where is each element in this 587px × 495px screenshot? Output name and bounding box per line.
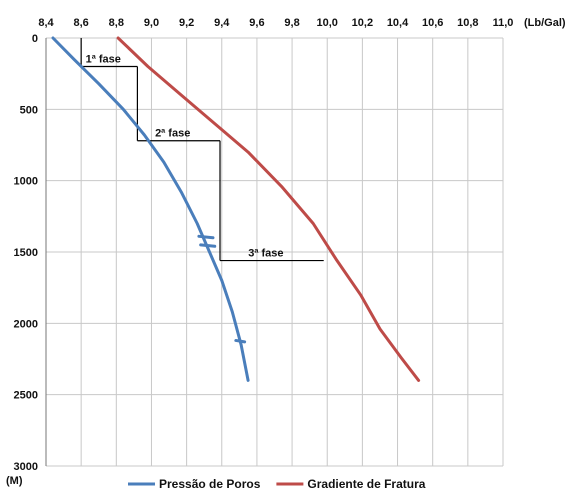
casing-phases: 1ª fase 2ª fase 3ª fase	[80, 38, 324, 262]
phase-1-label: 1ª fase	[86, 54, 121, 66]
y-tick-label: 2000	[14, 318, 38, 330]
y-tick-label: 500	[20, 104, 38, 116]
x-tick-label: 10,0	[317, 17, 338, 29]
x-tick-label: 10,2	[352, 17, 373, 29]
phase-3-label: 3ª fase	[248, 248, 283, 260]
x-tick-label: 9,0	[144, 17, 159, 29]
x-tick-label: 9,2	[179, 17, 194, 29]
x-tick-label: 9,4	[214, 17, 230, 29]
x-tick-label: 10,6	[422, 17, 443, 29]
series-lines	[51, 36, 421, 382]
x-tick-label: 10,8	[457, 17, 478, 29]
series-1-tick-mark	[234, 338, 247, 344]
x-tick-label: 10,4	[387, 17, 409, 29]
x-tick-label: 11,0	[493, 17, 514, 29]
x-tick-label: 8,6	[74, 17, 89, 29]
series-line-1	[51, 36, 250, 382]
series-1-tick-mark	[197, 234, 215, 240]
legend: Pressão de Poros Gradiente de Fratura	[128, 477, 426, 491]
x-tick-label: 9,8	[284, 17, 299, 29]
x-tick-label: 8,4	[38, 17, 54, 29]
y-tick-labels: 0 500 1000 1500 2000 2500 3000	[14, 33, 38, 473]
x-unit-label: (Lb/Gal)	[524, 17, 566, 29]
series-1-tick-mark	[199, 243, 217, 248]
y-unit-label: (M)	[6, 475, 23, 487]
y-tick-label: 1000	[14, 176, 38, 188]
x-tick-label: 8,8	[109, 17, 124, 29]
y-tick-label: 0	[32, 33, 38, 45]
x-tick-labels: 8,4 8,6 8,8 9,0 9,2 9,4 9,6 9,8 10,0 10,2 10,4 10,6…	[38, 17, 513, 29]
y-tick-label: 2500	[14, 390, 38, 402]
phase-2-label: 2ª fase	[155, 128, 190, 140]
series-line-2	[116, 36, 421, 382]
y-tick-label: 1500	[14, 247, 38, 259]
y-tick-label: 3000	[14, 461, 38, 473]
legend-label-1: Pressão de Poros	[159, 477, 261, 491]
x-tick-label: 9,6	[249, 17, 264, 29]
legend-label-2: Gradiente de Fratura	[307, 477, 425, 491]
